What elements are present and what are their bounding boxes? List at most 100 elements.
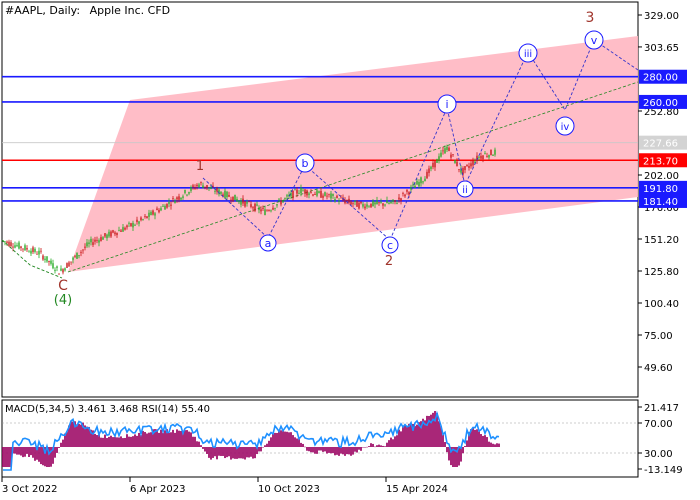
candle-body	[166, 203, 168, 208]
candle-body	[490, 149, 492, 155]
macd-bar	[264, 445, 266, 447]
candle-body	[70, 261, 72, 263]
macd-bar	[428, 415, 430, 447]
price-axis[interactable]: 329.00 303.65 252.80 202.00 176.60 151.20 125.…	[638, 11, 687, 374]
macd-bar	[384, 446, 386, 447]
candle-body	[326, 195, 328, 197]
macd-bar	[26, 447, 28, 454]
candle-body	[398, 197, 400, 200]
indicator-tick-30: 30.00	[644, 449, 673, 460]
candle-body	[214, 190, 216, 192]
macd-bar	[340, 447, 342, 454]
macd-bar	[326, 447, 328, 454]
candle-body	[456, 161, 458, 167]
candle-body	[416, 181, 418, 185]
macd-bar	[190, 432, 192, 447]
price-tick-8: 75.00	[644, 331, 673, 342]
candle-body	[488, 155, 490, 158]
macd-bar	[418, 422, 420, 447]
macd-bar	[70, 421, 72, 447]
macd-bar	[34, 447, 36, 461]
candle-body	[402, 193, 404, 194]
macd-bar	[260, 447, 262, 452]
macd-bar	[404, 424, 406, 447]
candle-body	[88, 242, 90, 245]
macd-bar	[478, 431, 480, 447]
wave-4-path	[1, 239, 63, 279]
candle-body	[492, 155, 494, 156]
macd-bar	[240, 447, 242, 459]
wave-labels: C (4) 1 2 3 a b c i ii iii	[54, 10, 604, 308]
macd-bar	[440, 426, 442, 447]
candle-body	[244, 201, 246, 207]
macd-bar	[128, 436, 130, 447]
macd-bar	[242, 447, 244, 459]
macd-bar	[76, 424, 78, 447]
macd-bar	[64, 433, 66, 447]
candle-body	[434, 161, 436, 168]
candle-body	[414, 185, 416, 188]
level-label-2: 227.66	[643, 139, 678, 150]
macd-bar	[294, 437, 296, 447]
macd-bar	[282, 429, 284, 447]
candle-body	[376, 200, 378, 205]
macd-bar	[470, 429, 472, 447]
macd-bar	[164, 430, 166, 447]
macd-bar	[150, 432, 152, 447]
macd-bar	[256, 447, 258, 455]
candle-body	[358, 202, 360, 209]
macd-bar	[460, 447, 462, 462]
candle-body	[314, 194, 316, 195]
macd-bar	[156, 429, 158, 447]
candle-body	[252, 207, 254, 209]
macd-bar	[80, 424, 82, 447]
candle-body	[222, 194, 224, 197]
candle-body	[10, 242, 12, 247]
candle-body	[138, 221, 140, 224]
candle-body	[266, 210, 268, 212]
wave-label-1: 1	[196, 159, 204, 174]
macd-bar	[144, 432, 146, 447]
macd-bar	[118, 437, 120, 447]
candle-body	[316, 190, 318, 196]
macd-bar	[140, 435, 142, 447]
macd-bar	[122, 438, 124, 447]
candle-body	[298, 192, 300, 194]
macd-bar	[220, 447, 222, 456]
macd-bar	[400, 431, 402, 447]
candle-body	[466, 164, 468, 167]
candle-body	[460, 168, 462, 173]
macd-bar	[52, 447, 54, 464]
macd-bar	[212, 447, 214, 458]
macd-bar	[302, 443, 304, 447]
candle-body	[350, 201, 352, 205]
indicator-tick-70: 70.00	[644, 419, 673, 430]
macd-bar	[426, 415, 428, 447]
candle-body	[98, 240, 100, 243]
candle-body	[62, 269, 64, 273]
macd-bar	[186, 430, 188, 447]
macd-bar	[344, 447, 346, 456]
macd-bar	[486, 437, 488, 447]
macd-bar	[328, 447, 330, 453]
candle-body	[52, 263, 54, 269]
macd-bar	[160, 429, 162, 447]
price-tick-0: 329.00	[644, 11, 679, 22]
header-colon: :	[76, 4, 80, 17]
macd-bar	[450, 447, 452, 466]
macd-bar	[276, 432, 278, 447]
macd-bar	[218, 447, 220, 456]
candle-body	[104, 233, 106, 237]
macd-bar	[304, 446, 306, 448]
candle-body	[46, 256, 48, 262]
macd-bar	[472, 427, 474, 447]
macd-bar	[98, 434, 100, 447]
candle-body	[408, 192, 410, 195]
candle-body	[234, 194, 236, 201]
macd-bar	[436, 413, 438, 447]
macd-bar	[412, 423, 414, 447]
svg-text:iii: iii	[524, 49, 532, 60]
macd-bar	[126, 434, 128, 447]
candle-body	[40, 250, 42, 252]
